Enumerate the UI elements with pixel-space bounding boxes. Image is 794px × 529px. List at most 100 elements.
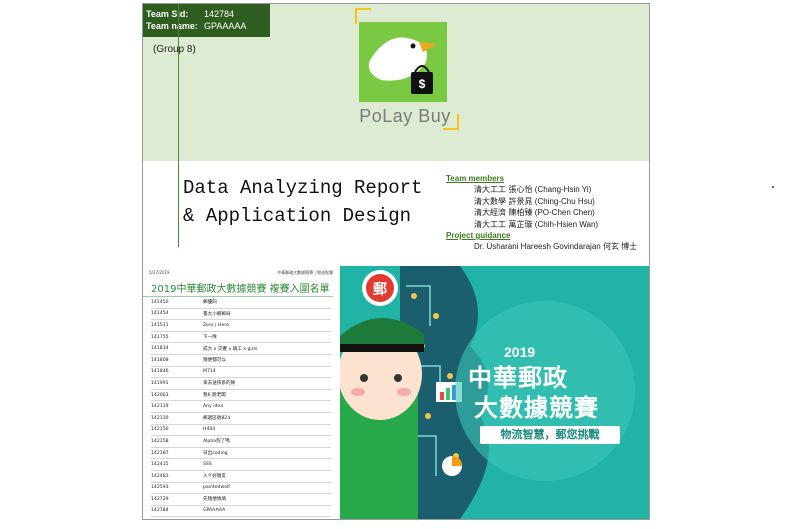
team-id-cell: 141834 <box>151 342 203 355</box>
table-row: 142130 郵遞區號824 <box>151 412 331 425</box>
member-en: (Ching-Chu Hsu) <box>534 196 595 206</box>
team-name-cell: paintedwolf <box>203 482 331 495</box>
table-row: 142187 日出coding <box>151 447 331 460</box>
team-id-cell: 141454 <box>151 308 203 321</box>
team-name-cell: 先隨便填填 <box>203 493 331 506</box>
team-id-cell: 142158 <box>151 435 203 448</box>
team-sid-value: 142784 <box>204 9 235 19</box>
doc-title: 2019中華郵政大數據競賽 複賽入圍名單 <box>143 276 333 297</box>
report-title-line2: & Application Design <box>183 205 412 227</box>
competition-poster: 郵 2019 中華郵政 大數據競賽 物流智慧，郵您挑戰 <box>340 266 649 519</box>
table-row: 142119 Any idea <box>151 400 331 413</box>
table-row: 141511 Zero | Hero <box>151 319 331 332</box>
team-name-cell: 成大 x 交響 x 碩工 x girls <box>203 342 331 355</box>
logo-frame-corner <box>355 8 371 24</box>
postal-logo-char: 郵 <box>373 281 387 298</box>
team-name-cell: Any idea <box>203 400 331 413</box>
team-name-cell: Alpha狗了嗎 <box>203 435 331 448</box>
team-id-cell: 141450 <box>151 297 203 309</box>
team-id-cell: 141808 <box>151 354 203 367</box>
table-row: 141808 隨便都可以 <box>151 354 331 367</box>
stray-dot <box>772 186 774 188</box>
member-en: (PO-Chen Chen) <box>534 208 595 218</box>
poster-title-line2: 大數據競賽 <box>474 394 599 422</box>
report-cover-page: Team Sid: 142784 Team name: GPAAAAA (Group… <box>142 3 650 520</box>
finalist-list-document: 5/27/2019 中華郵政大數據競賽 | 物流智慧 2019中華郵政大數據競賽 … <box>143 266 339 519</box>
team-name-cell: 日出coding <box>203 447 331 460</box>
table-row: 141834 成大 x 交響 x 碩工 x girls <box>151 342 331 355</box>
table-row: 142729 先隨便填填 <box>151 493 331 506</box>
group-label: (Group 8) <box>153 44 196 55</box>
team-name-cell: SSS <box>203 458 331 471</box>
team-id-cell: 141511 <box>151 319 203 332</box>
team-name-label: Team name: <box>146 21 198 31</box>
team-name-cell: 下一隊 <box>203 331 331 344</box>
table-row: 141450 郵優四 <box>151 297 331 309</box>
shopping-bag-icon <box>411 72 433 94</box>
team-name-cell: M714 <box>203 366 331 379</box>
polay-buy-logo: $ <box>359 22 447 102</box>
member-row: 清大工工 張心怡 (Chang-Hsin Yi) <box>446 184 637 195</box>
team-id-cell: 142130 <box>151 412 203 425</box>
team-name-cell: 郵優四 <box>203 297 331 309</box>
table-row: 142150 H444 <box>151 424 331 437</box>
team-id-cell: 141991 <box>151 377 203 390</box>
team-info-box: Team Sid: 142784 Team name: GPAAAAA <box>143 4 270 37</box>
team-id-cell: 142784 <box>151 505 203 518</box>
project-guidance-name: Dr. Usharani Hareesh Govindarajan 何玄 博士 <box>474 242 638 252</box>
team-name-cell: 入ㄔ好朋友 <box>203 470 331 483</box>
logo-frame-corner <box>443 114 459 130</box>
table-row: 141755 下一隊 <box>151 331 331 344</box>
doc-header-right: 中華郵政大數據競賽 | 物流智慧 <box>277 270 333 275</box>
brand-name: PoLay Buy <box>359 106 451 126</box>
table-row: 141454 臺大小鄉郵局 <box>151 308 331 321</box>
team-members-heading: Team members <box>446 174 505 183</box>
team-id-cell: 142415 <box>151 458 203 471</box>
member-cn: 清大經濟 陳柏臻 <box>474 208 533 218</box>
finalist-table: 141450 郵優四 141454 臺大小鄉郵局 141511 Zero | Hero 14… <box>151 297 331 518</box>
poster-title-line1: 中華郵政 <box>468 364 568 392</box>
bird-eye <box>410 43 416 49</box>
team-name-cell: Zero | Hero <box>203 319 331 332</box>
table-row: 141846 M714 <box>151 366 331 379</box>
bird-beak <box>419 42 437 52</box>
team-name-cell: 郵遞區號824 <box>203 412 331 425</box>
member-cn: 清大工工 張心怡 <box>474 185 533 195</box>
project-guidance-heading: Project guidance <box>446 231 511 241</box>
member-cn: 清大工工 萬芷璇 <box>474 219 533 229</box>
team-name-cell: 臺大小鄉郵局 <box>203 308 331 321</box>
member-cn: 清大數學 許景晁 <box>474 196 533 206</box>
poster-year: 2019 <box>504 344 536 360</box>
report-title: Data Analyzing Report & Application Desi… <box>183 174 422 230</box>
team-sid-label: Team Sid: <box>146 9 189 19</box>
table-row: 142593 paintedwolf <box>151 482 331 495</box>
team-name-cell: 來去送快系的隊 <box>203 377 331 390</box>
team-name-cell: H444 <box>203 424 331 437</box>
doc-date: 5/27/2019 <box>149 270 170 275</box>
poster-subtitle: 物流智慧，郵您挑戰 <box>480 426 620 444</box>
team-id-cell: 142593 <box>151 482 203 495</box>
team-id-cell: 141846 <box>151 366 203 379</box>
vertical-divider <box>178 4 179 247</box>
team-id-cell: 142063 <box>151 389 203 402</box>
team-id-cell: 142150 <box>151 424 203 437</box>
member-en: (Chang-Hsin Yi) <box>534 185 592 195</box>
member-en: (Chih-Hsien Wan) <box>534 219 599 229</box>
member-row: 清大經濟 陳柏臻 (PO-Chen Chen) <box>446 207 637 218</box>
table-row: 142784 GPAAAAA <box>151 505 331 518</box>
table-row: 142063 我6.跑老闆 <box>151 389 331 402</box>
team-id-cell: 141755 <box>151 331 203 344</box>
table-row: 142415 SSS <box>151 458 331 471</box>
team-id-cell: 142187 <box>151 447 203 460</box>
team-name-cell: 隨便都可以 <box>203 354 331 367</box>
team-members-block: Team members 清大工工 張心怡 (Chang-Hsin Yi) 清大… <box>446 173 637 253</box>
team-name-value: GPAAAAA <box>204 21 247 31</box>
mascot-cap <box>340 317 424 348</box>
team-name-cell: 我6.跑老闆 <box>203 389 331 402</box>
table-row: 141991 來去送快系的隊 <box>151 377 331 390</box>
bag-symbol: $ <box>419 77 426 91</box>
team-id-cell: 142729 <box>151 493 203 506</box>
team-id-cell: 142483 <box>151 470 203 483</box>
report-title-line1: Data Analyzing Report <box>183 177 423 199</box>
member-row: 清大數學 許景晁 (Ching-Chu Hsu) <box>446 196 637 207</box>
